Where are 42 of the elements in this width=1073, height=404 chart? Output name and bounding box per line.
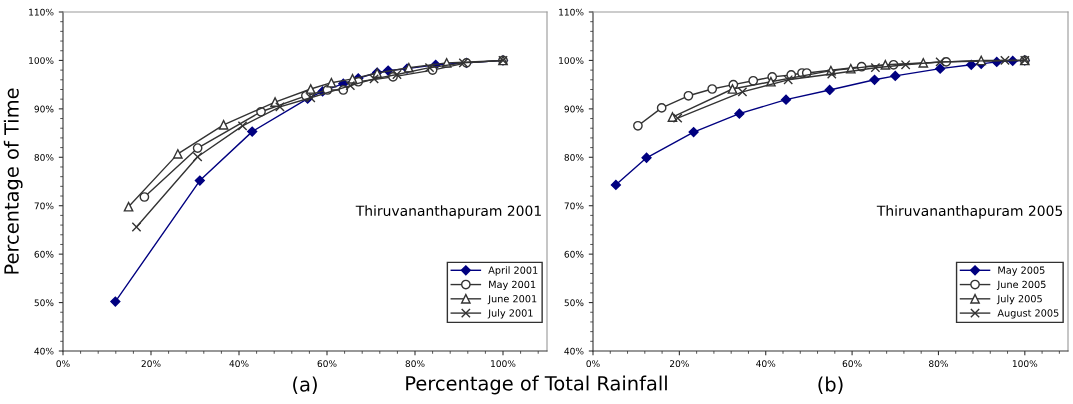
legend-label: August 2005	[997, 309, 1059, 319]
y-tick-label: 40%	[564, 347, 584, 355]
x-tick-label: 0%	[56, 360, 70, 368]
y-tick-label: 90%	[34, 105, 54, 113]
x-tick-label: 40%	[756, 360, 776, 368]
legend-label: April 2001	[488, 266, 538, 276]
legend-label: July 2001	[487, 309, 533, 319]
text: (a)	[293, 376, 317, 394]
y-tick-label: 40%	[34, 347, 54, 355]
x-tick-label: 0%	[586, 360, 600, 368]
y-tick-label: 50%	[34, 299, 54, 307]
legend-label: May 2001	[489, 280, 536, 290]
x-tick-label: 100%	[491, 360, 516, 368]
y-tick-label: 60%	[34, 250, 54, 258]
y-tick-label: 80%	[564, 154, 584, 161]
legend-label: May 2005	[998, 266, 1045, 276]
y-axis-title: Percentage of Time	[3, 88, 23, 274]
x-tick-label: 80%	[405, 360, 425, 368]
x-tick-label: 60%	[842, 360, 862, 368]
x-tick-label: 40%	[229, 360, 249, 368]
y-tick-label: 100%	[29, 57, 54, 64]
y-tick-label: 100%	[559, 57, 584, 64]
x-tick-label: 80%	[929, 360, 948, 368]
y-tick-label: 110%	[559, 8, 584, 16]
annotation: Thiruvananthapuram 2005	[876, 205, 1063, 219]
x-tick-label: 20%	[141, 360, 161, 368]
text: (b)	[818, 376, 843, 394]
x-axis-title: Percentage of Total Rainfall	[406, 375, 667, 395]
y-tick-label: 70%	[564, 202, 584, 210]
y-tick-label: 110%	[29, 8, 54, 16]
legend-label: June 2005	[996, 280, 1046, 290]
annotation: Thiruvananthapuram 2001	[355, 205, 541, 219]
x-tick-label: 20%	[669, 360, 689, 368]
y-tick-label: 90%	[564, 105, 584, 113]
legend-label: July 2005	[996, 294, 1042, 305]
y-tick-label: 50%	[564, 299, 584, 307]
legend-label: June 2001	[487, 295, 537, 305]
y-tick-label: 70%	[34, 202, 54, 210]
x-tick-label: 60%	[317, 360, 337, 368]
y-tick-label: 60%	[564, 250, 584, 258]
x-tick-label: 100%	[1012, 360, 1038, 368]
y-tick-label: 80%	[34, 154, 54, 161]
